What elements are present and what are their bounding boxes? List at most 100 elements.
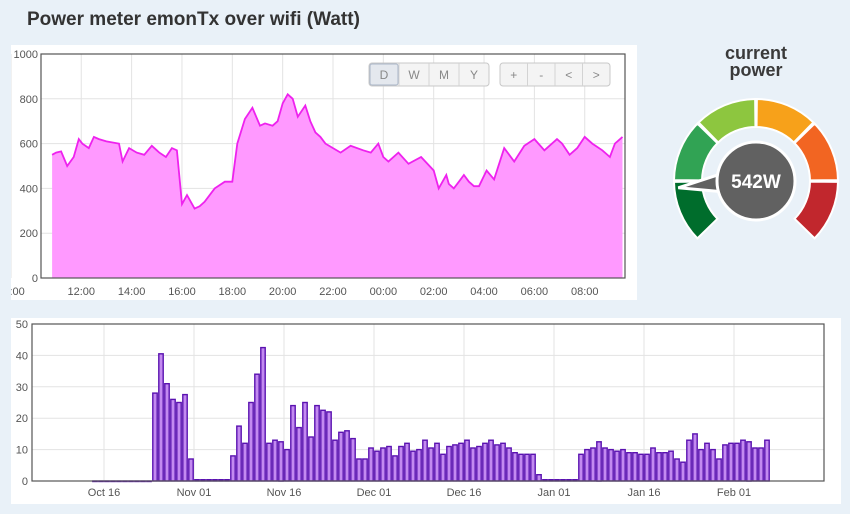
daily-bar	[386, 445, 392, 482]
daily-bar	[152, 392, 158, 482]
daily-energy-bar-chart: 0 10 20 30 40 50 Oct 16 Nov 01 Nov 16 Dec 01 Dec 1…	[16, 319, 825, 499]
daily-bar	[758, 447, 764, 482]
daily-bar	[404, 442, 410, 482]
daily-bar	[170, 398, 176, 482]
daily-bar	[440, 453, 446, 482]
daily-bar	[398, 445, 404, 482]
y-tick-label: 50	[16, 319, 28, 331]
daily-bar	[248, 401, 254, 482]
daily-bar	[746, 441, 752, 482]
daily-bar	[590, 447, 596, 482]
daily-bar	[530, 453, 536, 482]
daily-bar	[374, 450, 380, 482]
year-button[interactable]: Y	[470, 68, 478, 82]
daily-bar	[632, 451, 638, 482]
daily-energy-chart-panel: 0 10 20 30 40 50 Oct 16 Nov 01 Nov 16 Dec 01 Dec 1…	[11, 318, 841, 504]
daily-bar	[446, 445, 452, 482]
x-tick-label: 02:00	[420, 286, 448, 298]
x-tick-label: Dec 01	[357, 487, 392, 499]
daily-bar	[260, 346, 266, 482]
daily-bar	[692, 433, 698, 482]
y-tick-label: 40	[16, 350, 28, 362]
daily-bar	[626, 451, 632, 482]
y-tick-label: 400	[20, 183, 38, 195]
daily-bar	[422, 439, 428, 482]
x-tick-label: Jan 01	[537, 487, 570, 499]
y-tick-label: 0	[32, 273, 38, 285]
daily-bar	[536, 473, 542, 482]
daily-bar	[362, 458, 368, 482]
x-tick-label: Feb 01	[717, 487, 751, 499]
daily-bar	[368, 447, 374, 482]
x-tick-label: Nov 01	[177, 487, 212, 499]
daily-bar	[176, 401, 182, 482]
gauge-segment	[755, 97, 815, 144]
power-series-line	[51, 92, 624, 210]
y-tick-label: 200	[20, 228, 38, 240]
daily-bar	[518, 453, 524, 482]
daily-bar	[500, 442, 506, 482]
daily-bar	[608, 448, 614, 482]
daily-bar	[266, 442, 272, 482]
gauge-segment	[672, 180, 719, 240]
gauge-title-line2: power	[729, 60, 783, 80]
daily-bar	[596, 441, 602, 482]
x-tick-label: Oct 16	[88, 487, 120, 499]
daily-bar	[722, 444, 728, 482]
pan-right-button[interactable]: >	[593, 68, 600, 82]
daily-bar	[524, 453, 530, 482]
daily-bar	[704, 442, 710, 482]
daily-bar	[584, 448, 590, 482]
daily-bar	[680, 461, 686, 482]
daily-bar	[602, 447, 608, 482]
daily-bar	[332, 439, 338, 482]
daily-bar	[638, 453, 644, 482]
x-tick-label: 20:00	[269, 286, 297, 298]
daily-bar	[470, 447, 476, 482]
daily-bar	[614, 450, 620, 482]
daily-bar	[452, 444, 458, 482]
y-tick-label: 600	[20, 139, 38, 151]
current-power-gauge: 542W	[672, 97, 840, 240]
daily-bar	[578, 453, 584, 482]
day-button[interactable]: D	[380, 68, 389, 82]
daily-bar	[284, 448, 290, 482]
plot-frame	[40, 53, 626, 279]
pan-left-button[interactable]: <	[565, 68, 572, 82]
x-tick-label: 18:00	[219, 286, 247, 298]
daily-bar	[296, 426, 302, 482]
daily-bar	[416, 448, 422, 482]
daily-bar	[302, 401, 308, 482]
daily-bar	[728, 442, 734, 482]
daily-bar	[254, 373, 260, 482]
month-button[interactable]: M	[439, 68, 449, 82]
daily-bar	[620, 448, 626, 482]
week-button[interactable]: W	[408, 68, 420, 82]
daily-bar	[392, 455, 398, 482]
gauge-title: current power	[676, 43, 836, 80]
daily-bar	[182, 393, 188, 482]
gauge-title-line1: current	[724, 43, 787, 63]
power-area-fill	[52, 94, 623, 278]
zoom-out-button[interactable]: -	[539, 68, 543, 82]
daily-bar	[158, 353, 164, 482]
x-tick-label: 12:00	[68, 286, 96, 298]
daily-bar	[650, 447, 656, 482]
daily-bar	[434, 442, 440, 482]
gauge-value-label: 542W	[731, 172, 781, 193]
page-title: Power meter emonTx over wifi (Watt)	[27, 9, 360, 30]
gauge-segment	[793, 180, 840, 240]
daily-bar	[278, 441, 284, 482]
daily-bar	[506, 447, 512, 482]
y-tick-label: 20	[16, 413, 28, 425]
x-tick-label: 00:00	[370, 286, 398, 298]
daily-bar	[668, 450, 674, 482]
zoom-in-button[interactable]: +	[510, 68, 517, 82]
daily-bar	[764, 439, 770, 482]
daily-bar	[482, 442, 488, 482]
daily-bar	[350, 437, 356, 482]
daily-bar	[308, 436, 314, 482]
gauge-hub	[715, 140, 797, 222]
daily-bar	[410, 450, 416, 482]
daily-bar	[236, 425, 242, 482]
